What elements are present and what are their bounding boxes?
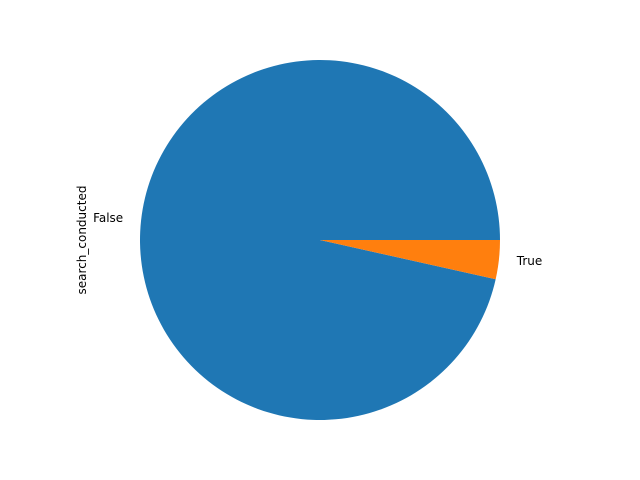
pie-label-true: True — [516, 254, 543, 268]
pie-labels: False True — [93, 211, 542, 268]
pie-slices — [139, 59, 500, 420]
y-axis-label: search_conducted — [75, 186, 89, 295]
pie-slice-true — [320, 240, 500, 280]
pie-slice-false — [139, 59, 500, 420]
pie-label-false: False — [93, 211, 123, 225]
